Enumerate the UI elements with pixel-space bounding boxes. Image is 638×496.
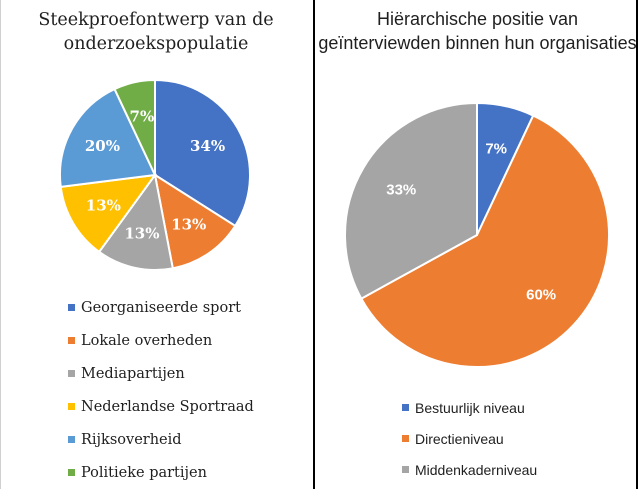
- legend-swatch: [68, 403, 75, 410]
- pie-slice-lokale-overheden: [153, 172, 237, 270]
- legend-label: Bestuurlijk niveau: [415, 400, 525, 416]
- slice-label-directieniveau: 60%: [526, 287, 556, 304]
- pie-slice-directieniveau: [359, 114, 610, 368]
- pie-slice-mediapartijen: [97, 172, 174, 271]
- legend-swatch: [68, 436, 75, 443]
- legend-label: Middenkaderniveau: [415, 462, 538, 478]
- chart-left-panel: Steekproefontwerp van de onderzoekspopul…: [0, 0, 312, 489]
- legend-swatch: [68, 337, 75, 344]
- pie-slice-nederlandse-sportraad: [59, 173, 158, 254]
- chart-left-title: Steekproefontwerp van de onderzoekspopul…: [0, 8, 312, 56]
- pie-chart-right: 7% 60% 33%: [344, 101, 610, 368]
- slice-label-politieke-partijen: 7%: [130, 107, 155, 125]
- slice-label-middenkaderniveau: 33%: [386, 182, 416, 199]
- chart-right-title: Hiërarchische positie van geïnterviewden…: [317, 7, 638, 55]
- legend-swatch: [402, 435, 409, 442]
- legend-label: Politieke partijen: [81, 465, 207, 481]
- left-border: [0, 0, 1, 489]
- panel-divider: [313, 0, 315, 489]
- right-border: [636, 0, 638, 489]
- slice-label-bestuurlijk-niveau: 7%: [485, 141, 507, 158]
- legend-label: Nederlandse Sportraad: [81, 399, 254, 415]
- legend-swatch: [68, 370, 75, 377]
- chart-right-panel: Hiërarchische positie van geïnterviewden…: [317, 0, 638, 489]
- legend-label: Mediapartijen: [81, 366, 185, 382]
- chart-left-title-text: Steekproefontwerp van de onderzoekspopul…: [38, 10, 274, 54]
- legend-label: Directieniveau: [415, 431, 504, 447]
- chart-right-title-text: Hiërarchische positie van geïnterviewden…: [318, 9, 637, 53]
- pie-slice-politieke-partijen: [113, 78, 156, 176]
- pie-slice-rijksoverheid: [59, 87, 157, 189]
- legend-label: Lokale overheden: [81, 333, 213, 349]
- legend-swatch: [68, 304, 75, 311]
- legend-swatch: [402, 466, 409, 473]
- pie-chart-left: 34%13%13%13%20%7%: [59, 78, 251, 271]
- slice-label-nederlandse-sportraad: 13%: [86, 197, 121, 215]
- legend-swatch: [402, 404, 409, 411]
- legend-swatch: [68, 469, 75, 476]
- slice-label-lokale-overheden: 13%: [171, 216, 206, 234]
- legend-label: Georganiseerde sport: [81, 300, 241, 316]
- slice-label-rijksoverheid: 20%: [85, 137, 120, 155]
- pie-slice-middenkaderniveau: [344, 101, 478, 300]
- slice-label-georganiseerde-sport: 34%: [190, 137, 225, 155]
- slice-label-mediapartijen: 13%: [124, 225, 159, 243]
- legend-label: Rijksoverheid: [81, 432, 182, 448]
